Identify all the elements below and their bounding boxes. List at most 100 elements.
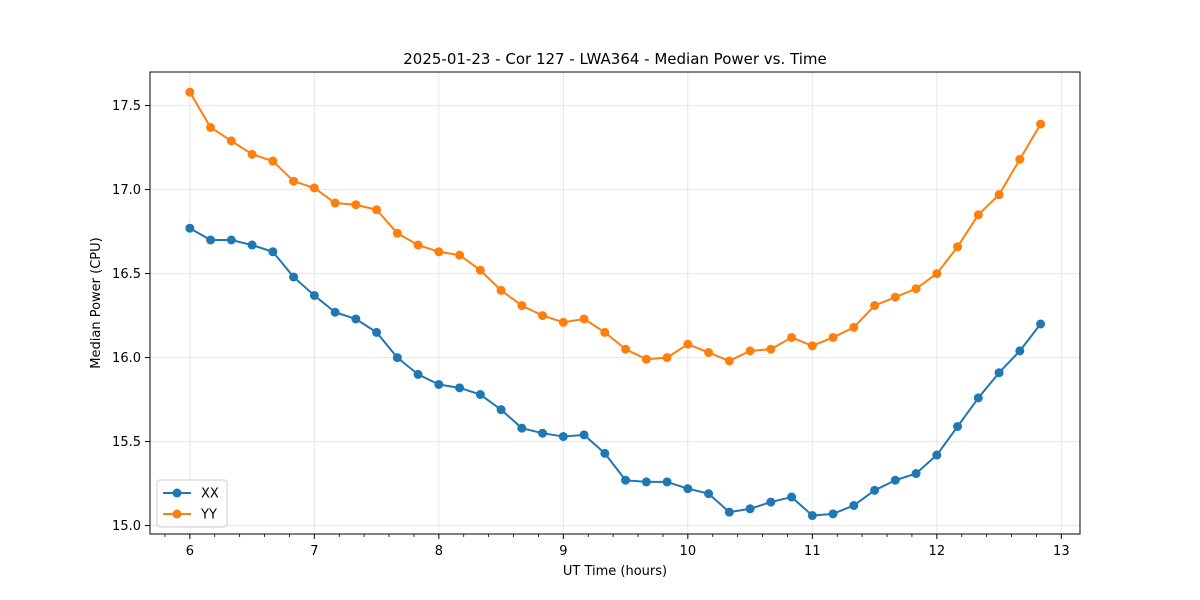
x-tick-label: 7 — [310, 544, 318, 559]
data-point-xx — [455, 383, 465, 393]
data-point-xx — [849, 500, 859, 510]
data-point-xx — [309, 290, 319, 300]
y-tick-label: 16.0 — [112, 351, 141, 366]
x-tick-label: 12 — [929, 544, 946, 559]
data-point-xx — [600, 448, 610, 458]
data-point-yy — [849, 322, 859, 332]
data-point-yy — [807, 341, 817, 351]
x-tick-label: 11 — [804, 544, 821, 559]
data-point-yy — [745, 346, 755, 356]
data-point-yy — [330, 198, 340, 208]
data-point-yy — [517, 301, 527, 311]
data-point-yy — [226, 136, 236, 146]
x-tick-label: 8 — [435, 544, 443, 559]
data-point-yy — [683, 339, 693, 349]
y-tick-label: 17.5 — [112, 99, 141, 114]
data-point-xx — [247, 240, 257, 250]
data-point-yy — [206, 122, 216, 132]
data-point-yy — [455, 250, 465, 260]
data-point-yy — [558, 317, 568, 327]
data-point-xx — [724, 507, 734, 517]
data-point-yy — [973, 210, 983, 220]
data-point-yy — [579, 314, 589, 324]
data-point-yy — [953, 242, 963, 252]
y-tick-label: 15.0 — [112, 519, 141, 534]
plot-frame — [149, 71, 1081, 535]
data-point-yy — [413, 240, 423, 250]
data-point-yy — [496, 285, 506, 295]
series-xx — [185, 223, 1046, 521]
data-point-xx — [870, 485, 880, 495]
y-tick-label: 16.5 — [112, 267, 141, 282]
data-point-yy — [621, 344, 631, 354]
data-point-xx — [807, 511, 817, 521]
data-point-xx — [704, 489, 714, 499]
data-point-xx — [621, 475, 631, 485]
data-point-yy — [1036, 119, 1046, 129]
data-point-xx — [558, 432, 568, 442]
data-point-xx — [351, 314, 361, 324]
chart-title: 2025-01-23 - Cor 127 - LWA364 - Median P… — [403, 50, 827, 68]
data-point-xx — [994, 368, 1004, 378]
data-point-xx — [289, 272, 299, 282]
data-point-xx — [973, 393, 983, 403]
y-axis-label: Median Power (CPU) — [89, 237, 104, 368]
legend: XX YY — [156, 479, 228, 528]
data-point-yy — [392, 228, 402, 238]
data-point-xx — [641, 477, 651, 487]
data-point-yy — [185, 87, 195, 97]
data-point-xx — [662, 477, 672, 487]
series-yy — [185, 87, 1046, 366]
data-point-xx — [787, 492, 797, 502]
data-point-yy — [351, 200, 361, 210]
y-tick-label: 17.0 — [112, 183, 141, 198]
data-point-xx — [1015, 346, 1025, 356]
x-axis-label: UT Time (hours) — [563, 564, 667, 579]
data-point-xx — [828, 509, 838, 519]
data-point-yy — [911, 284, 921, 294]
data-point-xx — [932, 450, 942, 460]
legend-marker-xx — [172, 488, 182, 498]
legend-label-yy: YY — [200, 508, 217, 523]
data-point-xx — [413, 369, 423, 379]
data-point-yy — [704, 348, 714, 358]
y-tick-label: 15.5 — [112, 435, 141, 450]
data-point-xx — [579, 430, 589, 440]
data-point-yy — [641, 354, 651, 364]
data-point-xx — [392, 353, 402, 363]
series-layer — [185, 87, 1046, 521]
data-point-yy — [475, 265, 485, 275]
data-point-yy — [662, 353, 672, 363]
data-point-yy — [828, 332, 838, 342]
data-point-xx — [206, 235, 216, 245]
x-tick-label: 9 — [559, 544, 567, 559]
data-point-yy — [890, 292, 900, 302]
data-point-yy — [1015, 154, 1025, 164]
data-point-xx — [226, 235, 236, 245]
data-point-yy — [309, 183, 319, 193]
data-point-xx — [1036, 319, 1046, 329]
x-tick-label: 13 — [1053, 544, 1070, 559]
data-point-xx — [890, 475, 900, 485]
data-point-xx — [538, 428, 548, 438]
data-point-xx — [911, 469, 921, 479]
data-point-yy — [289, 176, 299, 186]
data-point-xx — [185, 223, 195, 233]
data-point-xx — [434, 379, 444, 389]
grid — [150, 72, 1080, 534]
data-point-xx — [766, 497, 776, 507]
axis-ticks: 6 7 8 9 10 11 12 13 15.0 15.5 16.0 16.5 17.0 17.5 — [112, 99, 1070, 559]
data-point-yy — [538, 311, 548, 321]
data-point-xx — [953, 421, 963, 431]
data-point-xx — [330, 307, 340, 317]
data-point-xx — [268, 247, 278, 257]
data-point-yy — [870, 301, 880, 311]
data-point-yy — [600, 327, 610, 337]
data-point-yy — [372, 205, 382, 215]
data-point-xx — [475, 390, 485, 400]
data-point-yy — [247, 149, 257, 159]
legend-label-xx: XX — [201, 487, 219, 502]
data-point-yy — [268, 156, 278, 166]
data-point-yy — [787, 332, 797, 342]
data-point-xx — [517, 423, 527, 433]
